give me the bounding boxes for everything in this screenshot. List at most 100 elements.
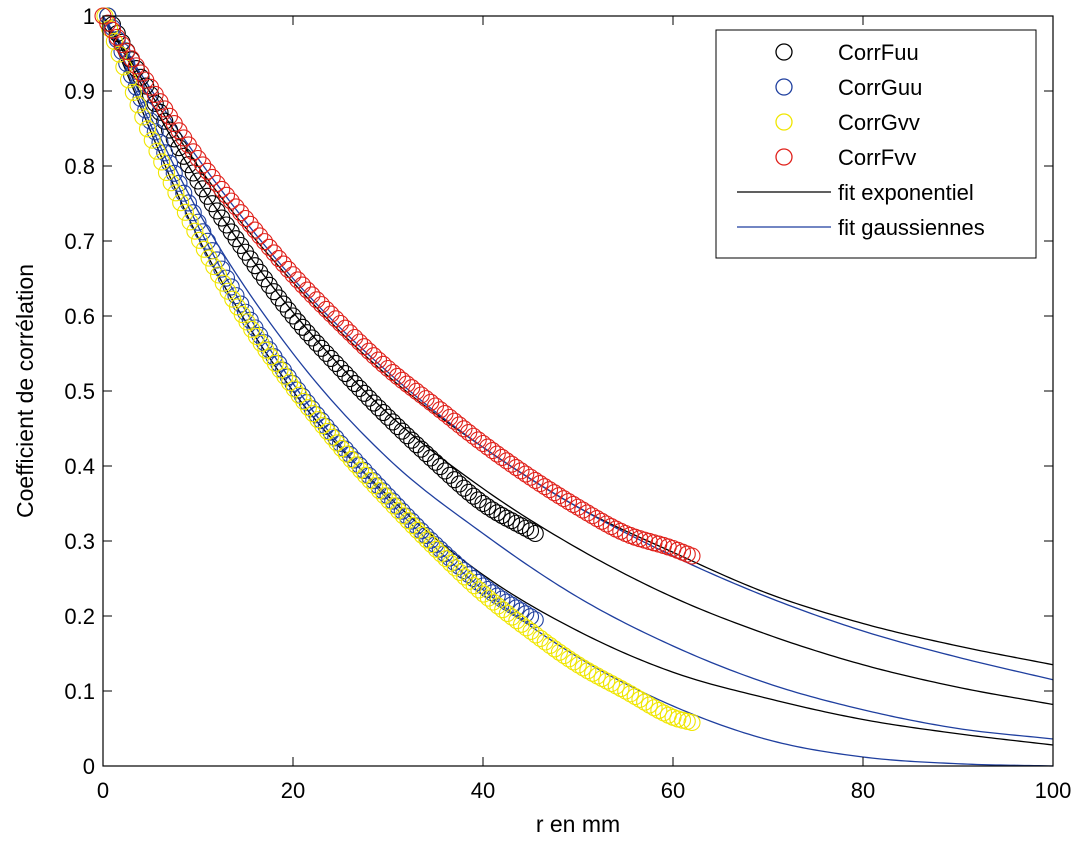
marker-CorrFvv (265, 244, 283, 262)
marker-CorrGvv (517, 619, 535, 637)
marker-CorrGvv (655, 704, 673, 722)
marker-CorrFuu (417, 444, 435, 463)
marker-CorrGvv (569, 656, 587, 674)
marker-CorrGvv (257, 341, 275, 359)
marker-CorrGvv (366, 477, 384, 495)
legend-label: CorrGvv (838, 110, 920, 135)
marker-CorrFvv (312, 296, 331, 314)
y-tick-label: 0.4 (64, 454, 95, 479)
legend: CorrFuu CorrGuu CorrGvv CorrFvv fit exponent… (715, 29, 1037, 259)
marker-CorrFuu (517, 519, 535, 537)
marker-CorrGvv (593, 669, 611, 688)
marker-CorrGvv (550, 643, 568, 661)
marker-CorrFuu (407, 436, 426, 454)
marker-CorrFvv (526, 471, 544, 489)
marker-CorrGvv (527, 626, 545, 644)
marker-CorrFuu (179, 156, 198, 174)
marker-CorrFvv (583, 507, 601, 525)
marker-CorrFuu (379, 408, 397, 426)
marker-CorrGvv (626, 688, 644, 706)
marker-CorrFuu (346, 374, 364, 393)
marker-CorrGuu (436, 545, 454, 563)
y-tick-label: 1 (83, 4, 95, 29)
marker-CorrFuu (426, 453, 445, 471)
marker-CorrFvv (412, 386, 430, 404)
marker-CorrGvv (607, 677, 625, 695)
marker-CorrFvv (479, 438, 497, 456)
marker-CorrGvv (460, 572, 479, 590)
marker-CorrFvv (564, 495, 582, 513)
axis-ticks: 0 20 40 60 80 100 0 0.1 0.2 0.3 0.4 0.5 0.6 0.7 0.8 0.9… (64, 4, 1071, 803)
marker-CorrGvv (105, 32, 123, 50)
y-tick-label: 0.8 (64, 154, 95, 179)
marker-CorrGuu (146, 123, 164, 141)
marker-CorrFvv (550, 487, 568, 505)
marker-CorrGuu (431, 540, 449, 558)
marker-CorrGuu (156, 144, 174, 162)
marker-CorrGvv (356, 466, 374, 484)
marker-CorrGvv (157, 163, 175, 182)
marker-CorrFvv (536, 478, 554, 496)
marker-CorrGvv (640, 696, 658, 714)
marker-CorrGuu (222, 278, 240, 296)
marker-CorrFvv (270, 249, 288, 268)
marker-CorrGuu (141, 112, 160, 130)
marker-CorrFuu (398, 427, 416, 445)
marker-CorrFvv (289, 271, 307, 289)
marker-CorrFvv (246, 221, 264, 239)
marker-CorrGvv (451, 563, 469, 581)
marker-CorrFvv (602, 518, 620, 536)
marker-CorrFuu (388, 417, 407, 436)
marker-CorrFvv (260, 238, 278, 256)
fit-line-4 (102, 15, 1054, 740)
marker-CorrGvv (437, 550, 455, 568)
marker-CorrGvv (266, 354, 284, 372)
marker-CorrGvv (209, 266, 228, 284)
marker-CorrGuu (227, 287, 245, 305)
marker-CorrFvv (208, 174, 226, 193)
marker-CorrGuu (194, 223, 212, 241)
marker-CorrGuu (151, 133, 169, 151)
marker-CorrFuu (474, 494, 492, 513)
marker-CorrGvv (181, 213, 199, 231)
marker-CorrFuu (312, 339, 331, 357)
legend-label: fit gaussiennes (838, 215, 985, 240)
marker-CorrFvv (498, 452, 516, 470)
marker-CorrFvv (464, 427, 483, 445)
y-tick-label: 0.1 (64, 679, 95, 704)
marker-CorrFvv (521, 468, 540, 486)
marker-CorrGvv (645, 699, 663, 717)
marker-CorrGvv (276, 367, 294, 385)
marker-CorrFuu (403, 431, 421, 449)
marker-CorrGvv (153, 153, 171, 171)
marker-CorrFuu (393, 422, 411, 440)
marker-CorrGvv (560, 650, 578, 668)
marker-CorrFuu (246, 257, 264, 275)
marker-CorrFvv (284, 266, 302, 284)
marker-CorrFuu (479, 498, 497, 516)
marker-CorrGvv (361, 471, 379, 490)
marker-CorrGvv (375, 487, 393, 505)
marker-CorrGvv (176, 203, 194, 221)
marker-CorrGvv (418, 531, 436, 549)
marker-CorrFuu (322, 349, 340, 367)
marker-CorrFvv (531, 474, 549, 493)
marker-CorrFvv (574, 501, 592, 519)
marker-CorrFvv (232, 204, 250, 222)
marker-CorrGvv (579, 662, 597, 680)
marker-CorrFvv (369, 351, 388, 369)
marker-CorrFuu (498, 509, 516, 527)
marker-CorrGuu (517, 605, 535, 623)
marker-CorrGuu (165, 164, 183, 182)
marker-CorrFuu (422, 449, 440, 467)
marker-CorrGvv (423, 536, 441, 554)
marker-CorrFuu (374, 403, 392, 422)
marker-CorrFuu (341, 369, 359, 388)
marker-CorrGuu (175, 184, 193, 202)
marker-CorrFuu (274, 295, 293, 313)
marker-CorrFvv (331, 314, 350, 333)
marker-CorrGvv (541, 636, 559, 655)
marker-CorrFuu (165, 130, 183, 148)
marker-CorrGvv (408, 521, 426, 539)
marker-CorrGuu (170, 174, 188, 192)
